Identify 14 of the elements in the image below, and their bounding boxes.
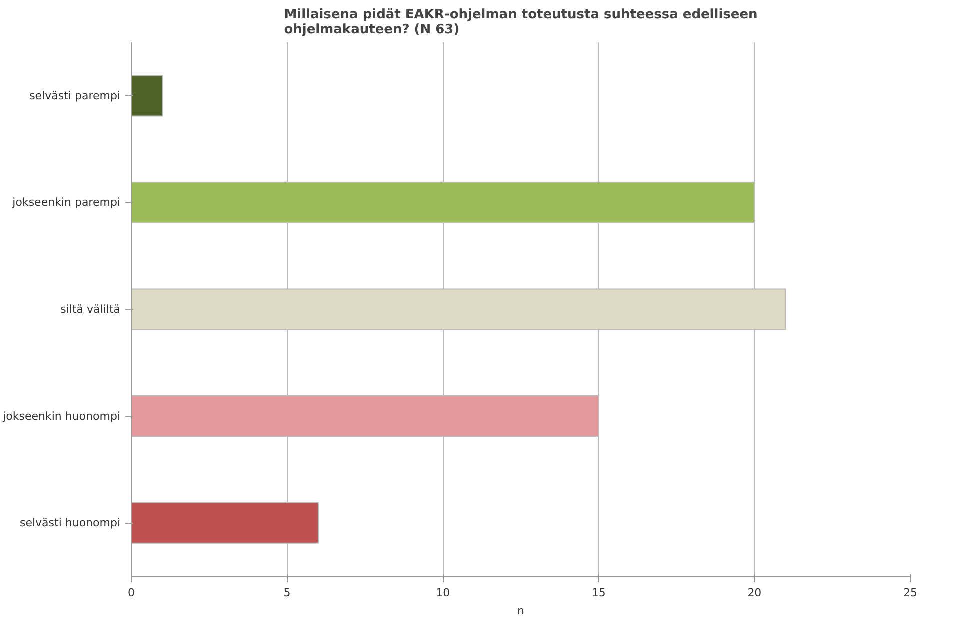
bar <box>132 75 164 117</box>
x-tick-label: 15 <box>592 586 606 600</box>
y-tick-label: jokseenkin huonompi <box>2 410 121 423</box>
y-tick-label: selvästi huonompi <box>20 516 120 530</box>
y-tick-label: selvästi parempi <box>30 89 121 102</box>
y-tick-label: siltä väliltä <box>60 303 121 316</box>
x-axis-title: n <box>518 604 525 618</box>
x-tick-label: 0 <box>128 586 135 600</box>
x-tick-label: 5 <box>284 586 291 600</box>
chart-title: Millaisena pidät EAKR-ohjelman toteutusta suhteessa edelliseen ohjelmakauteen? (N 63) <box>284 8 758 38</box>
x-tick-label: 20 <box>748 586 762 600</box>
x-tick-label: 25 <box>904 586 918 600</box>
y-tick-label: jokseenkin parempi <box>12 196 121 210</box>
x-tick-label: 10 <box>436 586 450 600</box>
